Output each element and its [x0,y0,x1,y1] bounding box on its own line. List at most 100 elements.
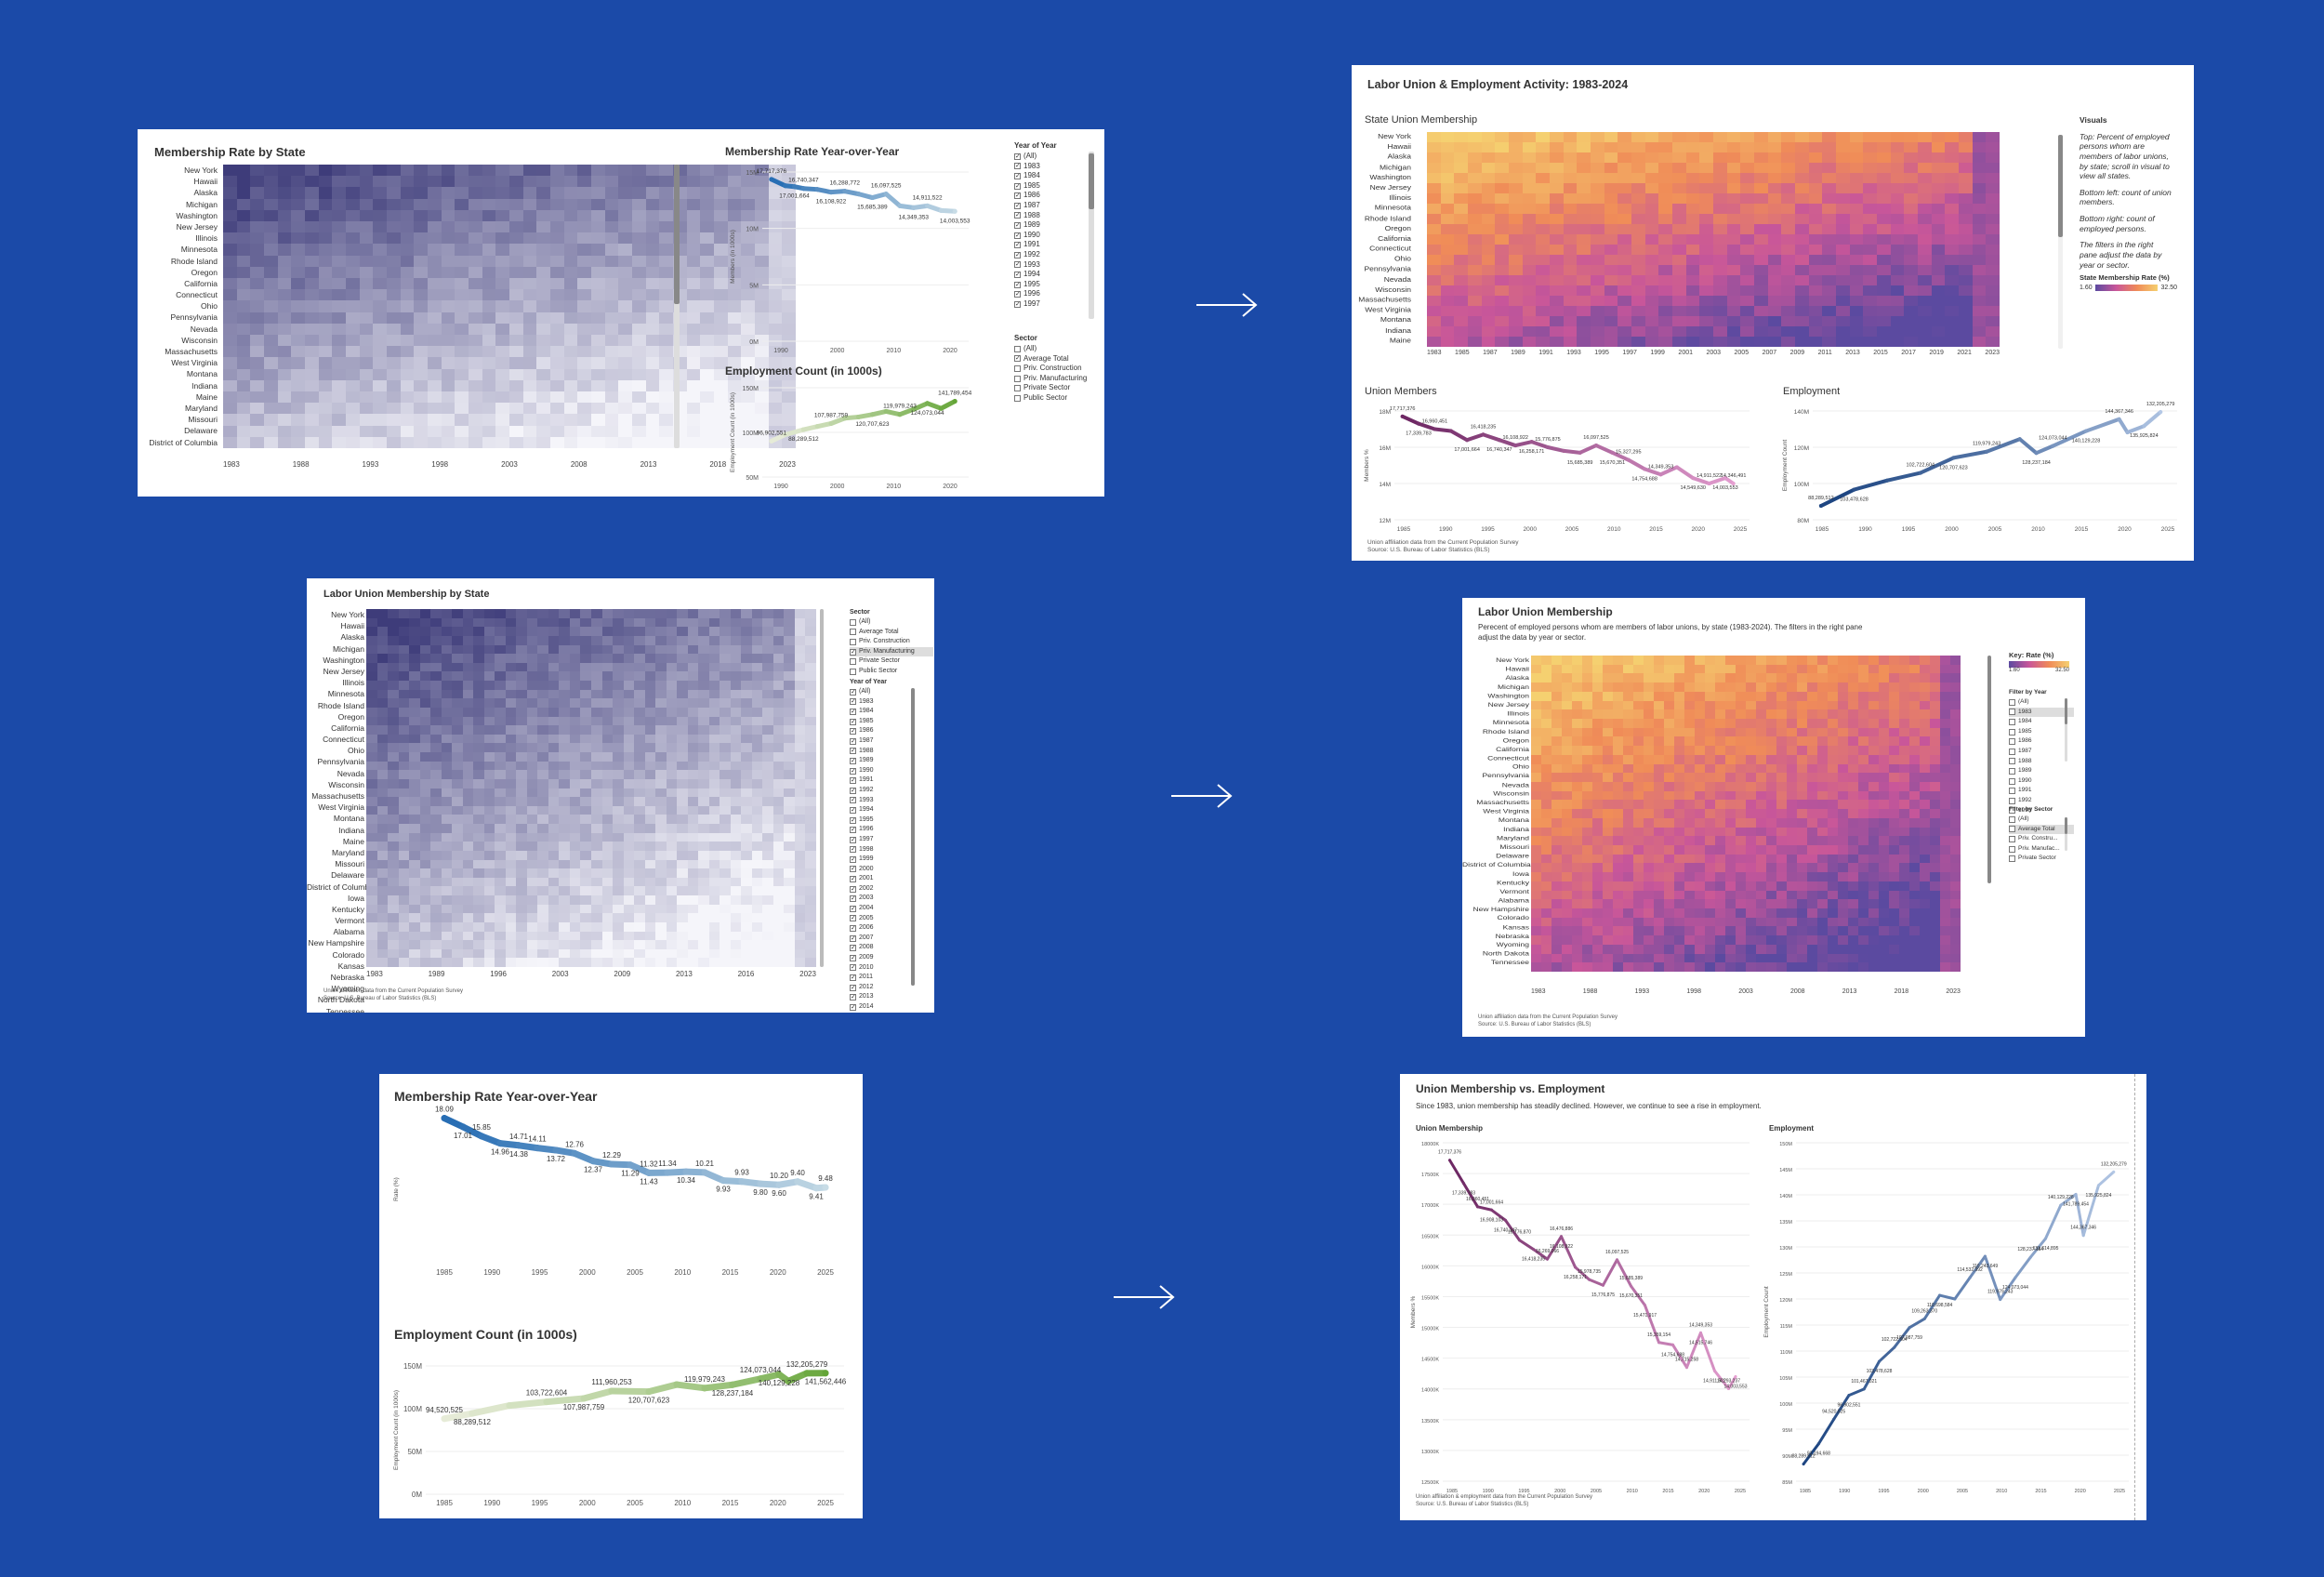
checkbox-icon[interactable]: ✓ [850,885,856,893]
filter-option[interactable]: ✓ 1997 [850,835,874,843]
filter-option[interactable]: ✓ 1998 [850,845,874,854]
filter-option[interactable]: ✓ 1991 [850,776,874,785]
filter-option[interactable]: Public Sector [850,667,933,677]
checkbox-icon[interactable]: ✓ [1014,251,1021,258]
filter-option[interactable]: ✓ 1986 [850,727,874,735]
filter-option[interactable]: Public Sector [1014,393,1103,404]
heatmap-scrollbar[interactable] [2058,135,2063,349]
checkbox-icon[interactable]: ✓ [850,648,856,656]
filter-option[interactable]: ✓ 1985 [850,717,874,725]
filter-option[interactable]: Priv. Construction [850,637,933,647]
filter-option[interactable]: ✓ 1994 [850,806,874,814]
checkbox-icon[interactable]: ✓ [850,876,856,883]
filter-option[interactable]: ✓ 2005 [850,914,874,922]
year-filter-scrollbar[interactable] [911,688,915,986]
filter-option[interactable]: ✓ 1987 [1014,200,1040,209]
filter-option[interactable]: ✓ 1983 [850,697,874,706]
checkbox-icon[interactable] [1014,394,1021,402]
filter-option[interactable]: ✓ 2001 [850,875,874,883]
checkbox-icon[interactable]: ✓ [850,954,856,961]
checkbox-icon[interactable] [850,638,856,645]
checkbox-icon[interactable] [850,618,856,626]
checkbox-icon[interactable]: ✓ [850,994,856,1001]
filter-option[interactable]: ✓ 2012 [850,983,874,991]
filter-option[interactable]: ✓ 1992 [1014,249,1040,258]
checkbox-icon[interactable]: ✓ [1014,281,1021,288]
checkbox-icon[interactable]: ✓ [850,737,856,745]
filter-option[interactable]: ✓ 2009 [850,954,874,961]
filter-option[interactable]: ✓ 1995 [850,815,874,824]
filter-option[interactable]: ✓ 1994 [1014,270,1040,279]
membership-heatmap[interactable] [223,165,796,448]
filter-option[interactable]: ✓ 1996 [1014,289,1040,298]
checkbox-icon[interactable]: ✓ [850,905,856,912]
checkbox-icon[interactable]: ✓ [1014,355,1021,363]
checkbox-icon[interactable]: ✓ [850,797,856,804]
checkbox-icon[interactable]: ✓ [1014,261,1021,269]
membership-heatmap[interactable] [1427,132,2000,347]
filter-option[interactable]: ✓ 1988 [850,747,874,755]
checkbox-icon[interactable] [1014,345,1021,352]
filter-option[interactable]: ✓ 1990 [850,766,874,775]
checkbox-icon[interactable]: ✓ [850,698,856,706]
checkbox-icon[interactable] [850,658,856,666]
checkbox-icon[interactable]: ✓ [850,984,856,991]
filter-option[interactable]: ✓ 2006 [850,924,874,933]
filter-option[interactable]: ✓ 1990 [1014,230,1040,239]
filter-option[interactable]: ✓ 1993 [1014,259,1040,269]
checkbox-icon[interactable]: ✓ [850,806,856,814]
checkbox-icon[interactable]: ✓ [850,718,856,725]
checkbox-icon[interactable]: ✓ [1014,163,1021,170]
filter-option[interactable]: ✓ 2007 [850,934,874,942]
checkbox-icon[interactable]: ✓ [1014,232,1021,239]
checkbox-icon[interactable]: ✓ [850,767,856,775]
filter-option[interactable]: ✓ 1986 [1014,191,1040,200]
checkbox-icon[interactable]: ✓ [1014,300,1021,308]
checkbox-icon[interactable]: ✓ [850,1003,856,1011]
filter-option[interactable]: ✓ 1997 [1014,298,1040,308]
checkbox-icon[interactable]: ✓ [850,945,856,952]
checkbox-icon[interactable]: ✓ [850,748,856,755]
checkbox-icon[interactable]: ✓ [850,964,856,972]
filter-option[interactable]: ✓ 1996 [850,826,874,834]
checkbox-icon[interactable]: ✓ [1014,182,1021,190]
filter-option[interactable]: ✓ 1992 [850,786,874,794]
checkbox-icon[interactable] [1014,375,1021,382]
filter-option[interactable]: ✓ 1999 [850,855,874,863]
checkbox-icon[interactable]: ✓ [850,688,856,696]
filter-option[interactable]: ✓ Priv. Manufacturing [850,646,933,657]
membership-heatmap[interactable] [366,609,816,967]
filter-option[interactable]: ✓ 1984 [850,708,874,715]
filter-option[interactable]: ✓ (All) [1014,152,1037,160]
filter-option[interactable]: Private Sector [850,656,933,667]
checkbox-icon[interactable]: ✓ [850,708,856,715]
checkbox-icon[interactable]: ✓ [1014,152,1021,160]
checkbox-icon[interactable]: ✓ [850,827,856,834]
checkbox-icon[interactable]: ✓ [850,728,856,735]
checkbox-icon[interactable] [850,668,856,675]
filter-option[interactable]: ✓ 2000 [850,865,874,873]
filter-option[interactable]: ✓ 1993 [850,796,874,804]
filter-option[interactable]: ✓ 2002 [850,884,874,893]
filter-option[interactable]: ✓ 1989 [850,757,874,764]
checkbox-icon[interactable]: ✓ [1014,212,1021,219]
checkbox-icon[interactable] [1014,364,1021,372]
membership-heatmap[interactable] [1531,656,1961,972]
filter-option[interactable]: ✓ (All) [850,688,871,696]
checkbox-icon[interactable]: ✓ [850,787,856,794]
filter-option[interactable]: Average Total [850,628,933,638]
filter-option[interactable]: ✓ 2010 [850,963,874,972]
checkbox-icon[interactable]: ✓ [850,934,856,942]
filter-option[interactable]: ✓ 1984 [1014,171,1040,180]
filter-option[interactable]: ✓ 2014 [850,1003,874,1011]
filter-option[interactable]: ✓ 1991 [1014,240,1040,249]
checkbox-icon[interactable]: ✓ [850,925,856,933]
checkbox-icon[interactable]: ✓ [850,757,856,764]
checkbox-icon[interactable]: ✓ [850,915,856,922]
filter-option[interactable]: ✓ 1988 [1014,210,1040,219]
filter-option[interactable]: ✓ 1987 [850,736,874,745]
checkbox-icon[interactable]: ✓ [1014,192,1021,200]
filter-option[interactable]: Priv. Manufacturing [1014,374,1103,384]
filter-option[interactable]: ✓ 2013 [850,993,874,1001]
filter-option[interactable]: ✓ 2011 [850,974,874,982]
